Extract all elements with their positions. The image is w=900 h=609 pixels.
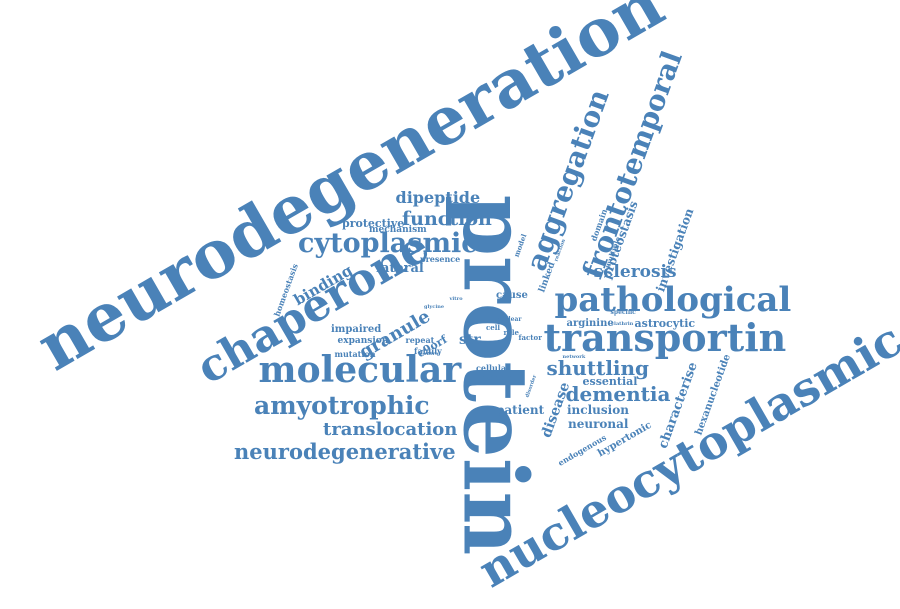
cloud-word: family — [414, 346, 442, 356]
cloud-word: translocation — [323, 419, 458, 440]
cloud-word: vitro — [449, 295, 463, 302]
cloud-word: specific — [610, 309, 636, 316]
cloud-word: mutation — [334, 349, 376, 359]
cloud-word: repeat — [405, 335, 435, 345]
cloud-word: control — [420, 350, 441, 357]
cloud-word: dementia — [565, 382, 671, 406]
cloud-word: cell — [486, 322, 501, 332]
cloud-word: factor — [518, 332, 542, 342]
cloud-word: mortem — [478, 372, 514, 382]
cloud-word: cellular — [476, 363, 511, 373]
cloud-word: essential — [582, 374, 638, 388]
cloud-word: shuttling — [546, 356, 650, 380]
cloud-word: lateral — [376, 260, 424, 276]
cloud-word: pathological — [554, 280, 792, 320]
cloud-word: role — [503, 327, 519, 337]
cloud-word: sclerosis — [593, 261, 677, 282]
cloud-word: function — [402, 207, 492, 230]
cloud-word: nuclear — [496, 316, 522, 323]
cloud-word: glycine — [424, 303, 445, 310]
cloud-word: cytoplasmic — [298, 227, 478, 259]
cloud-word: cause — [496, 290, 528, 301]
cloud-word: mechanism — [369, 224, 427, 235]
cloud-word: neurodegenerative — [234, 438, 456, 464]
cloud-word: presence — [420, 254, 461, 264]
cloud-word: impaired — [331, 324, 382, 335]
cloud-word: clathrin — [611, 320, 634, 327]
cloud-word: arginine — [566, 318, 614, 329]
cloud-word: protective — [342, 216, 405, 230]
cloud-word: network — [562, 353, 586, 360]
cloud-word: transportin — [543, 315, 787, 360]
cloud-word: astrocytic — [634, 316, 696, 330]
cloud-word: molecular — [258, 349, 462, 391]
cloud-word: dipeptide — [395, 188, 481, 207]
cloud-word: expansion — [337, 335, 389, 346]
cloud-word: patient — [496, 403, 545, 417]
cloud-word: inclusion — [567, 403, 629, 417]
cloud-word: str — [459, 332, 481, 348]
cloud-word: amyotrophic — [254, 390, 430, 420]
cloud-word: neuronal — [568, 417, 629, 431]
